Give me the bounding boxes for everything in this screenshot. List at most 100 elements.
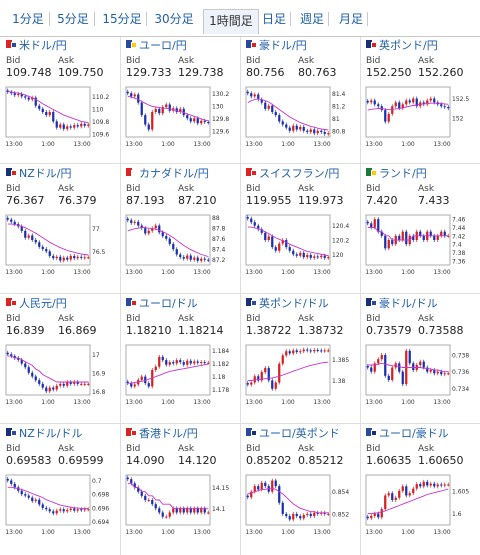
candle-body bbox=[52, 387, 55, 390]
pair-name-link[interactable]: 米ドル/円 bbox=[19, 39, 67, 52]
candle-body bbox=[133, 483, 136, 488]
pair-name-link[interactable]: ユーロ/円 bbox=[139, 39, 187, 52]
flag-right bbox=[371, 430, 377, 436]
bid-label: Bid bbox=[246, 184, 261, 194]
y-tick-label: 1.178 bbox=[212, 387, 229, 394]
candle-body bbox=[422, 361, 425, 368]
candle-body bbox=[387, 240, 390, 249]
flag-left bbox=[246, 168, 252, 176]
candle-body bbox=[433, 98, 436, 103]
pair-name-link[interactable]: ランド/円 bbox=[379, 167, 427, 180]
pair-name-link[interactable]: NZドル/円 bbox=[19, 167, 72, 180]
candlestick-chart[interactable]: 152.5 152 13:00 1:00 13:00 bbox=[363, 84, 475, 148]
tab-1[interactable]: 5分足 bbox=[52, 10, 95, 28]
bid-label: Bid bbox=[6, 56, 21, 66]
candle-body bbox=[13, 93, 16, 96]
candle-body bbox=[295, 254, 298, 256]
y-tick-label: 77 bbox=[92, 226, 100, 233]
bid-label: Bid bbox=[366, 184, 381, 194]
candle-body bbox=[73, 125, 76, 128]
candle-body bbox=[250, 93, 253, 97]
candle-body bbox=[419, 231, 422, 236]
pair-name-link[interactable]: カナダドル/円 bbox=[139, 167, 209, 180]
candle-body bbox=[377, 104, 380, 107]
tab-0[interactable]: 1分足 bbox=[7, 10, 50, 28]
pair-name-link[interactable]: 豪ドル/円 bbox=[259, 39, 307, 52]
candle-body bbox=[66, 509, 69, 512]
bid-label: Bid bbox=[246, 56, 261, 66]
candle-body bbox=[260, 372, 263, 381]
country-flag-icon bbox=[126, 40, 137, 48]
tab-3[interactable]: 30分足 bbox=[150, 10, 198, 28]
y-tick-label: 152.5 bbox=[452, 96, 469, 103]
y-tick-label: 81 bbox=[332, 116, 340, 123]
candle-body bbox=[76, 125, 79, 127]
candlestick-chart[interactable]: 0.854 0.852 13:00 1:00 13:00 bbox=[243, 472, 355, 536]
candlestick-chart[interactable]: 120.4 120.2 120 13:00 1:00 13:00 bbox=[243, 212, 355, 276]
tab-separator bbox=[367, 12, 368, 26]
pair-name-link[interactable]: ユーロ/英ポンド bbox=[259, 427, 340, 440]
candle-body bbox=[316, 256, 319, 258]
candlestick-chart[interactable]: 1.605 1.6 13:00 1:00 13:00 bbox=[363, 472, 475, 536]
moving-average-line bbox=[247, 98, 329, 131]
candle-body bbox=[31, 372, 34, 377]
candle-body bbox=[274, 247, 277, 251]
candlestick-chart[interactable]: 1.385 1.38 13:00 1:00 13:00 bbox=[243, 342, 355, 406]
rate-card: ユーロ/円 Bid Ask 129.733 129.738 130.2 130 129.8 12… bbox=[120, 37, 239, 162]
tab-7[interactable]: 月足 bbox=[335, 10, 368, 28]
candlestick-chart[interactable]: 77 76.5 13:00 1:00 13:00 bbox=[3, 212, 115, 276]
x-tick-label: 1:00 bbox=[281, 141, 295, 148]
flag-left bbox=[366, 298, 372, 306]
y-tick-label: 129.6 bbox=[212, 128, 229, 135]
ask-label: Ask bbox=[298, 444, 315, 454]
plot-frame bbox=[5, 214, 91, 266]
pair-name-link[interactable]: スイスフラン/円 bbox=[259, 167, 340, 180]
pair-name-link[interactable]: ユーロ/ドル bbox=[139, 297, 198, 310]
pair-name-link[interactable]: 豪ドル/ドル bbox=[379, 297, 438, 310]
pair-name-link[interactable]: 英ポンド/ドル bbox=[259, 297, 329, 310]
x-tick-label: 13:00 bbox=[193, 399, 210, 406]
pair-name-link[interactable]: 英ポンド/円 bbox=[379, 39, 438, 52]
candle-body bbox=[144, 228, 147, 234]
y-tick-label: 110.2 bbox=[92, 94, 109, 101]
candle-body bbox=[253, 486, 256, 492]
candle-body bbox=[34, 97, 37, 106]
candle-body bbox=[288, 351, 291, 354]
ask-value: 119.973 bbox=[298, 194, 344, 207]
candle-body bbox=[433, 235, 436, 240]
pair-name-link[interactable]: NZドル/ドル bbox=[19, 427, 83, 440]
candle-body bbox=[175, 508, 178, 513]
candle-body bbox=[207, 512, 210, 514]
moving-average-line bbox=[367, 488, 449, 515]
candle-body bbox=[55, 256, 58, 259]
pair-name-link[interactable]: 人民元/円 bbox=[19, 297, 67, 310]
tab-2[interactable]: 15分足 bbox=[98, 10, 147, 28]
candle-body bbox=[295, 513, 298, 517]
tab-5[interactable]: 日足 bbox=[258, 10, 291, 28]
rate-card: 米ドル/円 Bid Ask 109.748 109.750 110.2 110 109.8 10… bbox=[0, 37, 119, 162]
tab-4[interactable]: 1時間足 bbox=[203, 9, 259, 34]
candle-body bbox=[295, 350, 298, 353]
candle-body bbox=[447, 107, 450, 109]
y-tick-label: 81.2 bbox=[332, 103, 346, 110]
tab-6[interactable]: 週足 bbox=[296, 10, 329, 28]
candle-body bbox=[154, 504, 157, 509]
pair-name-link[interactable]: 香港ドル/円 bbox=[139, 427, 198, 440]
pair-name-link[interactable]: ユーロ/豪ドル bbox=[379, 427, 449, 440]
plot-frame bbox=[365, 474, 451, 526]
rate-card: ユーロ/豪ドル Bid Ask 1.60635 1.60650 1.605 1.6 13:00… bbox=[360, 425, 479, 550]
candle-body bbox=[52, 112, 55, 122]
y-tick-label: 76.5 bbox=[92, 249, 106, 256]
candlestick-chart[interactable]: 14.15 14.1 13:00 1:00 13:00 bbox=[123, 472, 235, 536]
candle-body bbox=[10, 92, 13, 94]
plot-frame bbox=[5, 86, 91, 138]
